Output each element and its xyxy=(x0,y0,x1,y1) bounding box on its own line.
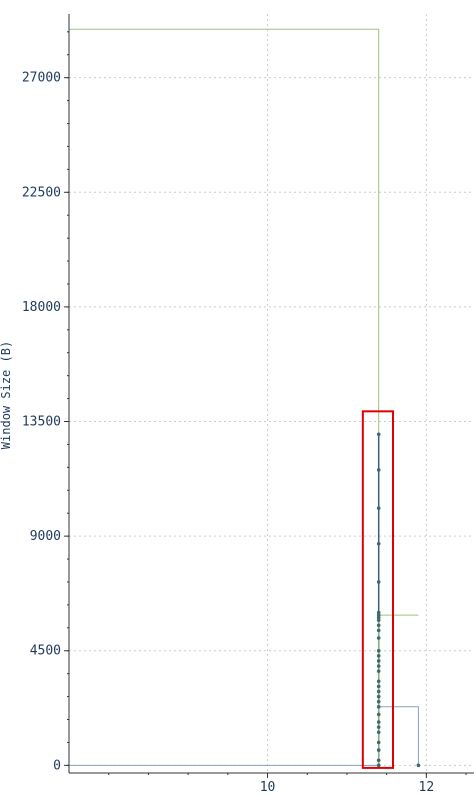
data-point xyxy=(376,664,381,668)
data-point xyxy=(376,720,381,724)
data-point xyxy=(376,506,381,510)
data-point xyxy=(376,613,381,617)
data-point xyxy=(376,684,381,689)
data-point xyxy=(376,669,381,673)
data-point xyxy=(376,730,381,735)
data-point xyxy=(376,636,381,640)
data-point xyxy=(376,694,381,699)
data-point xyxy=(376,654,381,658)
data-point xyxy=(376,580,381,584)
data-point xyxy=(376,704,381,709)
data-point xyxy=(376,763,381,768)
y-axis-label: Window Size (B) xyxy=(0,341,13,449)
y-tick-label: 9000 xyxy=(30,529,61,544)
data-point xyxy=(376,623,381,628)
ticks: 0 4500 9000 13500 18000 22500 27000 10 12 xyxy=(22,31,467,795)
data-point xyxy=(376,748,381,752)
data-point xyxy=(376,699,381,704)
annotation-layer xyxy=(361,410,394,769)
data-point xyxy=(376,712,381,717)
data-point xyxy=(376,659,381,663)
data-point xyxy=(376,679,381,684)
data-point xyxy=(376,610,381,615)
data-point xyxy=(376,740,381,745)
data-point xyxy=(376,468,381,472)
data-point xyxy=(376,725,381,729)
y-tick-label: 0 xyxy=(53,758,61,773)
y-tick-label: 4500 xyxy=(30,644,61,659)
y-tick-label: 18000 xyxy=(22,300,61,315)
x-tick-label: 10 xyxy=(260,780,276,795)
series-layer xyxy=(69,28,421,768)
y-tick-label: 22500 xyxy=(22,185,61,200)
grid xyxy=(69,14,474,773)
y-tick-label: 13500 xyxy=(22,415,61,430)
data-point xyxy=(376,432,381,437)
data-point xyxy=(376,628,381,633)
series-step-0 xyxy=(69,28,419,616)
highlight-box xyxy=(361,410,394,769)
x-tick-label: 12 xyxy=(419,780,435,795)
data-point xyxy=(376,615,381,620)
data-point xyxy=(376,618,381,622)
y-tick-label: 27000 xyxy=(22,71,61,86)
data-point xyxy=(416,763,421,768)
series-step-1 xyxy=(69,706,419,766)
data-point xyxy=(376,541,381,546)
data-point xyxy=(376,689,381,694)
axes xyxy=(68,14,474,774)
data-point xyxy=(376,758,381,763)
data-point xyxy=(376,648,381,653)
